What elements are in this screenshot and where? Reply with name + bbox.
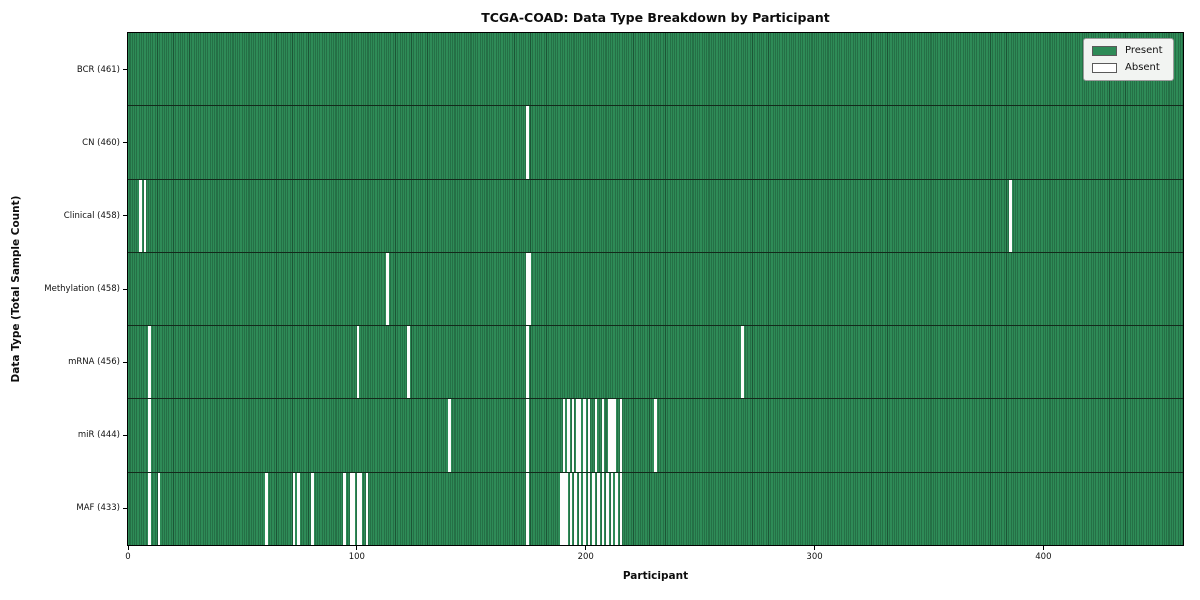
y-tick-mark — [123, 142, 127, 144]
absent-stripe-MAF-72 — [292, 472, 296, 545]
absent-stripe-Clinical-385 — [1008, 179, 1012, 252]
absent-stripe-Clinical-7 — [143, 179, 147, 252]
y-tick-label-MAF: MAF (433) — [76, 503, 120, 514]
x-tick-label-100: 100 — [348, 552, 365, 562]
absent-stripe-miR-190 — [562, 399, 566, 472]
absent-stripe-miR-212 — [613, 399, 616, 472]
absent-stripe-miR-210 — [608, 399, 611, 472]
legend-label-present: Present — [1125, 45, 1163, 56]
absent-stripe-MAF-13 — [157, 472, 161, 545]
absent-stripe-Clinical-5 — [139, 179, 142, 252]
absent-stripe-mRNA-268 — [741, 326, 744, 399]
absent-stripe-Methylation-175 — [528, 252, 531, 326]
absent-stripe-MAF-211 — [610, 472, 614, 545]
absent-stripe-miR-201 — [587, 399, 591, 472]
absent-stripe-miR-174 — [526, 399, 529, 472]
absent-stripe-miR-215 — [619, 399, 623, 472]
legend-label-absent: Absent — [1125, 62, 1160, 73]
absent-stripe-MAF-197 — [578, 472, 582, 545]
x-tick-mark — [127, 546, 129, 550]
absent-stripe-miR-9 — [148, 399, 152, 472]
absent-stripe-MAF-215 — [619, 472, 623, 545]
heatmap-row-Methylation — [128, 251, 1183, 326]
absent-stripe-MAF-94 — [342, 472, 346, 545]
y-tick-label-Methylation: Methylation (458) — [44, 284, 120, 294]
y-tick-label-Clinical: Clinical (458) — [63, 210, 120, 221]
heatmap-row-miR — [128, 398, 1183, 472]
legend: Present Absent — [1083, 38, 1174, 81]
legend-entry-present: Present — [1092, 46, 1163, 56]
absent-stripe-MAF-193 — [569, 472, 573, 545]
heatmap-row-Clinical — [128, 178, 1183, 252]
legend-entry-absent: Absent — [1092, 63, 1163, 73]
x-tick-label-400: 400 — [1035, 552, 1052, 562]
absent-stripe-miR-196 — [576, 399, 579, 472]
absent-stripe-MAF-98 — [352, 472, 355, 545]
absent-stripe-miR-192 — [567, 399, 570, 472]
y-tick-mark — [123, 288, 127, 290]
heatmap-row-MAF — [128, 471, 1183, 545]
absent-stripe-mRNA-100 — [356, 326, 360, 399]
absent-stripe-miR-199 — [583, 399, 586, 472]
x-tick-label-200: 200 — [577, 552, 594, 562]
absent-stripe-MAF-60 — [265, 472, 268, 545]
absent-stripe-miR-140 — [448, 399, 451, 472]
absent-stripe-MAF-9 — [148, 472, 152, 545]
absent-stripe-MAF-100 — [356, 472, 360, 545]
x-tick-label-300: 300 — [806, 552, 823, 562]
absent-stripe-CN-174 — [526, 106, 529, 179]
absent-stripe-MAF-190 — [562, 472, 566, 545]
x-tick-label-0: 0 — [125, 552, 131, 562]
y-tick-label-BCR: BCR (461) — [76, 64, 120, 75]
absent-stripe-MAF-195 — [574, 472, 577, 545]
absent-stripe-MAF-191 — [564, 472, 568, 545]
y-tick-mark — [123, 361, 127, 363]
y-tick-mark — [123, 434, 127, 436]
x-tick-mark — [1042, 546, 1044, 550]
absent-stripe-MAF-199 — [583, 472, 586, 545]
x-tick-mark — [356, 546, 358, 550]
absent-stripe-MAF-213 — [615, 472, 618, 545]
absent-stripe-MAF-174 — [526, 472, 529, 545]
absent-stripe-miR-204 — [594, 399, 598, 472]
heatmap-row-CN — [128, 105, 1183, 179]
y-tick-mark — [123, 215, 127, 217]
absent-stripe-Methylation-174 — [526, 252, 529, 326]
absent-stripe-MAF-101 — [358, 472, 362, 545]
x-tick-mark — [585, 546, 587, 550]
legend-swatch-present-icon — [1092, 46, 1117, 56]
absent-stripe-miR-207 — [601, 399, 605, 472]
absent-stripe-mRNA-122 — [407, 326, 410, 399]
absent-stripe-mRNA-9 — [148, 326, 152, 399]
absent-stripe-miR-194 — [571, 399, 575, 472]
absent-stripe-miR-197 — [578, 399, 582, 472]
heatmap-row-BCR — [128, 33, 1183, 106]
absent-stripe-miR-230 — [654, 399, 657, 472]
x-axis-title: Participant — [622, 570, 689, 582]
plot-area — [127, 32, 1184, 546]
absent-stripe-MAF-104 — [365, 472, 369, 545]
y-tick-mark — [123, 69, 127, 71]
absent-stripe-MAF-205 — [596, 472, 600, 545]
absent-stripe-MAF-80 — [310, 472, 314, 545]
absent-stripe-MAF-207 — [601, 472, 605, 545]
absent-stripe-miR-211 — [610, 399, 614, 472]
absent-stripe-MAF-203 — [592, 472, 595, 545]
chart-title: TCGA-COAD: Data Type Breakdown by Partic… — [481, 10, 830, 25]
legend-swatch-absent-icon — [1092, 63, 1117, 73]
absent-stripe-MAF-209 — [606, 472, 609, 545]
absent-stripe-MAF-201 — [587, 472, 591, 545]
y-tick-mark — [123, 507, 127, 509]
absent-stripe-MAF-189 — [560, 472, 563, 545]
x-tick-mark — [814, 546, 816, 550]
y-tick-label-CN: CN (460) — [82, 137, 120, 148]
absent-stripe-MAF-97 — [349, 472, 353, 545]
absent-stripe-MAF-74 — [297, 472, 300, 545]
y-tick-label-mRNA: mRNA (456) — [68, 357, 120, 368]
heatmap-row-mRNA — [128, 325, 1183, 399]
y-tick-label-miR: miR (444) — [77, 430, 120, 441]
absent-stripe-Methylation-113 — [386, 252, 390, 326]
absent-stripe-mRNA-174 — [526, 326, 529, 399]
